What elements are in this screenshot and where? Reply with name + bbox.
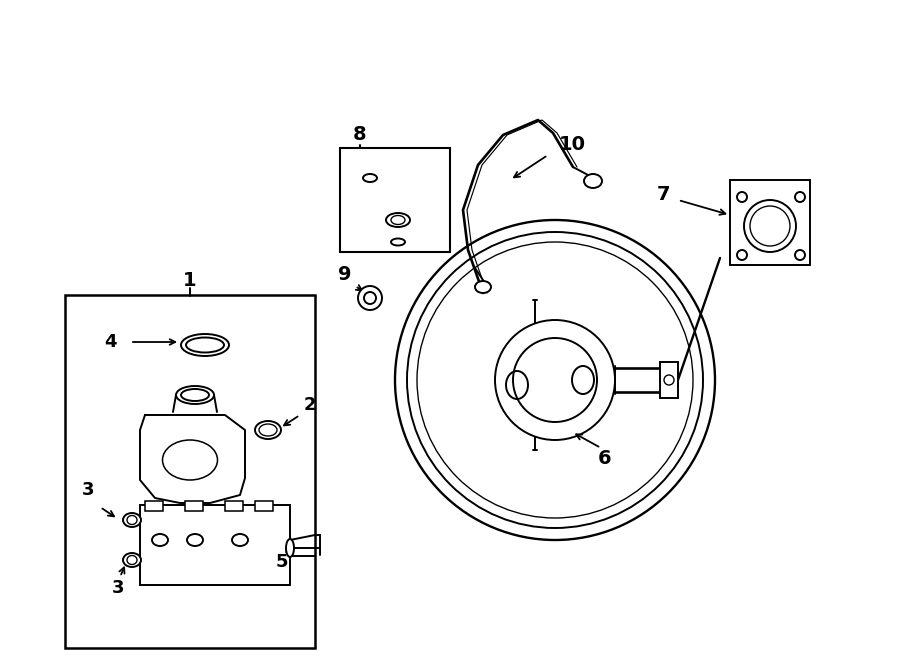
Ellipse shape xyxy=(391,239,405,245)
Ellipse shape xyxy=(386,213,410,227)
Bar xyxy=(65,295,315,648)
Ellipse shape xyxy=(176,386,214,404)
Bar xyxy=(660,362,678,398)
Circle shape xyxy=(737,192,747,202)
Circle shape xyxy=(737,250,747,260)
Text: 5: 5 xyxy=(275,553,288,571)
Circle shape xyxy=(744,200,796,252)
Text: 7: 7 xyxy=(656,186,670,204)
Ellipse shape xyxy=(123,553,141,567)
Circle shape xyxy=(364,292,376,304)
Ellipse shape xyxy=(152,534,168,546)
Ellipse shape xyxy=(286,539,294,557)
Ellipse shape xyxy=(181,334,229,356)
Circle shape xyxy=(795,250,805,260)
Ellipse shape xyxy=(255,421,281,439)
Text: 4: 4 xyxy=(104,333,116,351)
Ellipse shape xyxy=(123,513,141,527)
Text: 6: 6 xyxy=(598,449,612,467)
Text: 2: 2 xyxy=(304,396,316,414)
Ellipse shape xyxy=(186,338,224,352)
Ellipse shape xyxy=(232,534,248,546)
Bar xyxy=(145,501,163,511)
Ellipse shape xyxy=(475,281,491,293)
Circle shape xyxy=(358,286,382,310)
Text: 8: 8 xyxy=(353,126,367,145)
Ellipse shape xyxy=(363,174,377,182)
Bar xyxy=(225,501,243,511)
Bar xyxy=(185,501,203,511)
Bar xyxy=(255,501,273,511)
Bar xyxy=(730,180,810,265)
Text: 9: 9 xyxy=(338,266,352,284)
Text: 3: 3 xyxy=(82,481,94,499)
Circle shape xyxy=(395,220,715,540)
Ellipse shape xyxy=(187,534,203,546)
Circle shape xyxy=(495,320,615,440)
Text: 3: 3 xyxy=(112,579,124,597)
Text: 10: 10 xyxy=(559,136,586,155)
Bar xyxy=(140,505,290,585)
Circle shape xyxy=(795,192,805,202)
Text: 1: 1 xyxy=(184,270,197,290)
Bar xyxy=(340,148,450,252)
Ellipse shape xyxy=(584,174,602,188)
